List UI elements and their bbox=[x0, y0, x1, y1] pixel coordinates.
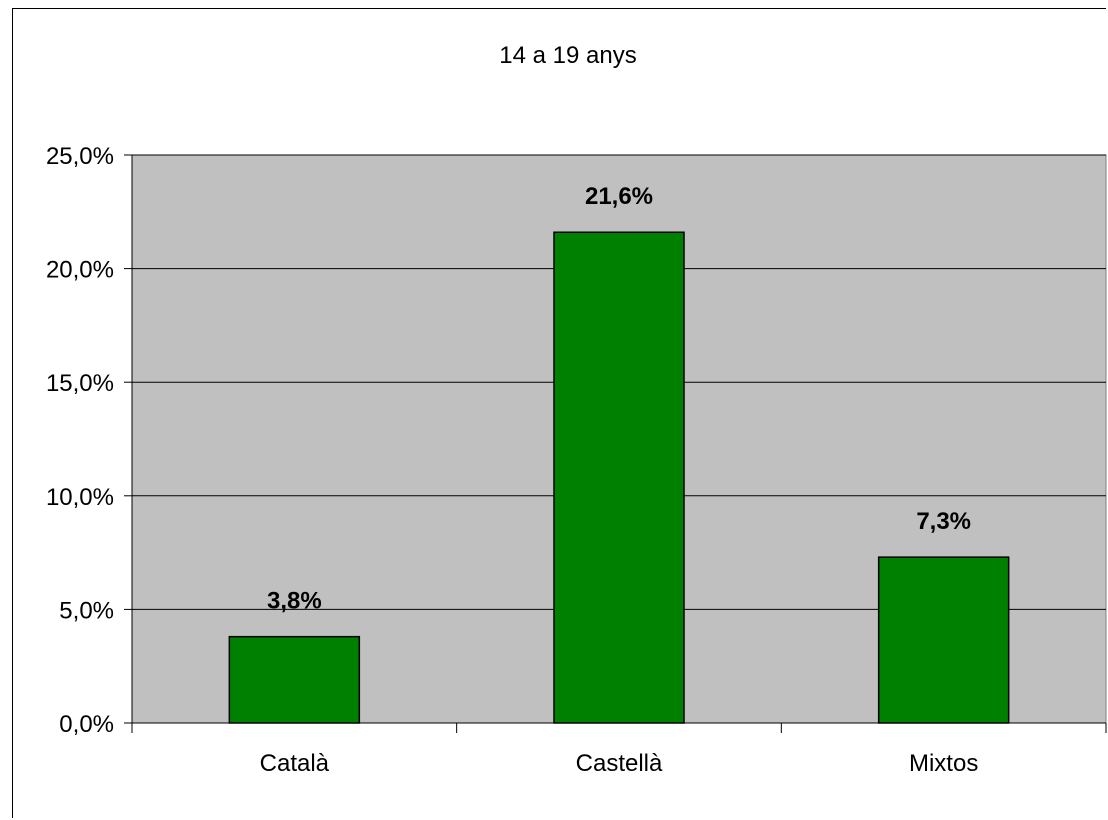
y-tick-label: 25,0% bbox=[46, 143, 114, 170]
bar bbox=[228, 635, 361, 724]
chart-title: 14 a 19 anys bbox=[499, 42, 636, 69]
data-label: 3,8% bbox=[267, 588, 322, 615]
y-tick-label: 20,0% bbox=[46, 257, 114, 284]
chart-frame bbox=[12, 8, 1106, 818]
data-label: 21,6% bbox=[585, 183, 653, 210]
y-tick-label: 15,0% bbox=[46, 370, 114, 397]
y-tick-label: 0,0% bbox=[59, 711, 114, 738]
x-category-label: Castellà bbox=[576, 750, 663, 777]
bar bbox=[553, 231, 685, 724]
x-category-label: Català bbox=[260, 750, 330, 777]
data-label: 7,3% bbox=[916, 508, 971, 535]
y-tick-label: 5,0% bbox=[59, 597, 114, 624]
x-category-label: Mixtos bbox=[909, 750, 978, 777]
y-tick-label: 10,0% bbox=[46, 484, 114, 511]
bar bbox=[877, 556, 1010, 724]
plot-area: 0,0% 5,0% 10,0% 15,0% 20,0% 25,0% 3,8% Català 21… bbox=[46, 143, 1107, 777]
